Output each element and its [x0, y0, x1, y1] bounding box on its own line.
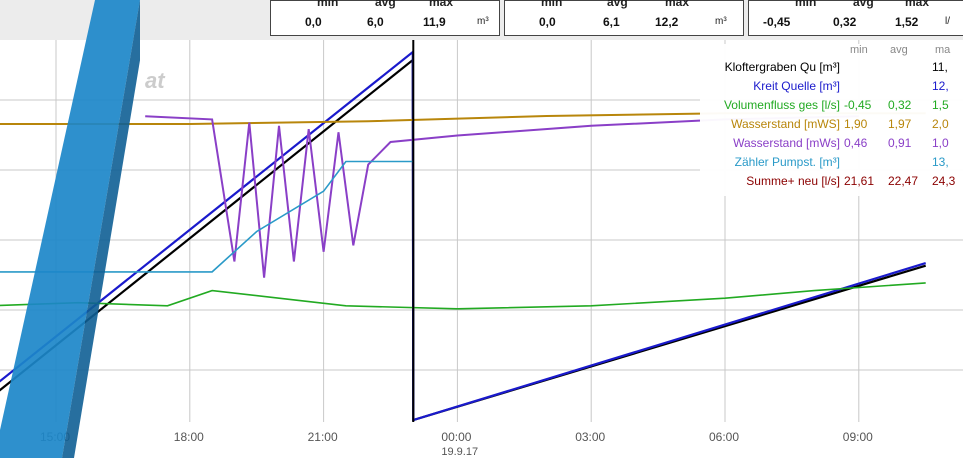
stat-header-min: min: [317, 0, 339, 9]
chart-series-layer: [0, 40, 927, 422]
legend-max-value: 13,: [932, 155, 949, 169]
legend-min-value: 0,46: [844, 136, 868, 150]
decorative-ribbon: [0, 0, 140, 458]
series-wasserstand-mws-2: [145, 115, 859, 278]
legend-row[interactable]: Wasserstand [mWs] 0,46 0,91 1,0: [700, 136, 963, 153]
legend-header-min: min: [850, 44, 868, 56]
stat-min-value: 0,0: [305, 15, 322, 29]
stats-box-volumenfluss: min avg max -0,45 0,32 1,52 l/: [748, 0, 963, 36]
stat-unit: m³: [477, 16, 489, 27]
legend-series-name: Volumenfluss ges [l/s]: [723, 98, 840, 112]
legend-min-value: 1,90: [844, 117, 868, 131]
legend-series-name: Kreit Quelle [m³]: [753, 79, 840, 93]
x-tick-label: 09:00: [842, 430, 873, 444]
watermark-logo-text: at: [145, 68, 165, 93]
series-volumenfluss: [0, 282, 926, 310]
stat-header-max: max: [905, 0, 930, 9]
legend-row[interactable]: Zähler Pumpst. [m³] 13,: [700, 155, 963, 172]
statistics-strip: min avg max 0,0 6,0 11,9 m³ min avg max …: [0, 0, 963, 40]
legend-row[interactable]: Wasserstand [mWS] 1,90 1,97 2,0: [700, 117, 963, 134]
stat-header-max: max: [665, 0, 690, 9]
stat-avg-value: 6,0: [367, 15, 384, 29]
legend-max-value: 2,0: [932, 117, 949, 131]
x-date-label: 19.9.17: [441, 446, 479, 458]
legend-row[interactable]: Kloftergraben Qu [m³] 11,: [700, 60, 963, 77]
stat-header-min: min: [541, 0, 563, 9]
legend-max-value: 24,3: [932, 174, 956, 188]
stat-unit: m³: [715, 16, 727, 27]
stats-box-kloftergraben: min avg max 0,0 6,0 11,9 m³: [270, 0, 500, 36]
legend-series-name: Wasserstand [mWS]: [731, 117, 840, 131]
legend-avg-value: 1,97: [888, 117, 912, 131]
legend-row[interactable]: Kreit Quelle [m³] 12,: [700, 79, 963, 96]
stat-min-value: -0,45: [763, 15, 791, 29]
legend-row[interactable]: Summe+ neu [l/s] 21,61 22,47 24,3: [700, 174, 963, 191]
stat-header-max: max: [429, 0, 454, 9]
legend-avg-value: 22,47: [888, 174, 919, 188]
legend-max-value: 1,5: [932, 98, 949, 112]
series-zaehler: [0, 160, 413, 273]
legend-max-value: 12,: [932, 79, 949, 93]
legend-min-value: -0,45: [844, 98, 872, 112]
stats-box-kreit: min avg max 0,0 6,1 12,2 m³: [504, 0, 744, 36]
stat-avg-value: 6,1: [603, 15, 620, 29]
legend-header-avg: avg: [890, 44, 908, 56]
stat-avg-value: 0,32: [833, 15, 857, 29]
x-tick-label: 06:00: [709, 430, 740, 444]
legend-min-value: 21,61: [844, 174, 875, 188]
stat-header-avg: avg: [853, 0, 874, 9]
stat-max-value: 1,52: [895, 15, 919, 29]
legend-series-name: Wasserstand [mWs]: [733, 136, 840, 150]
stat-header-min: min: [795, 0, 817, 9]
legend-header-max: ma: [935, 44, 951, 56]
stat-max-value: 11,9: [423, 15, 446, 29]
stat-header-avg: avg: [375, 0, 396, 9]
legend-series-name: Zähler Pumpst. [m³]: [734, 155, 840, 169]
legend-max-value: 11,: [932, 60, 948, 74]
legend-avg-value: 0,32: [888, 98, 912, 112]
legend-max-value: 1,0: [932, 136, 949, 150]
stat-max-value: 12,2: [655, 15, 679, 29]
chart-legend: min avg ma Kloftergraben Qu [m³] 11, Kreit…: [700, 44, 963, 196]
legend-series-name: Summe+ neu [l/s]: [746, 174, 840, 188]
stat-unit: l/: [945, 16, 950, 27]
chart-grid: [0, 40, 963, 422]
stat-min-value: 0,0: [539, 15, 556, 29]
legend-avg-value: 0,91: [888, 136, 912, 150]
stat-header-avg: avg: [607, 0, 628, 9]
x-tick-label: 00:00: [441, 430, 472, 444]
x-tick-label: 21:00: [307, 430, 338, 444]
x-tick-label: 03:00: [575, 430, 606, 444]
legend-row[interactable]: Volumenfluss ges [l/s] -0,45 0,32 1,5: [700, 98, 963, 115]
x-tick-label: 18:00: [173, 430, 204, 444]
legend-series-name: Kloftergraben Qu [m³]: [724, 60, 840, 74]
